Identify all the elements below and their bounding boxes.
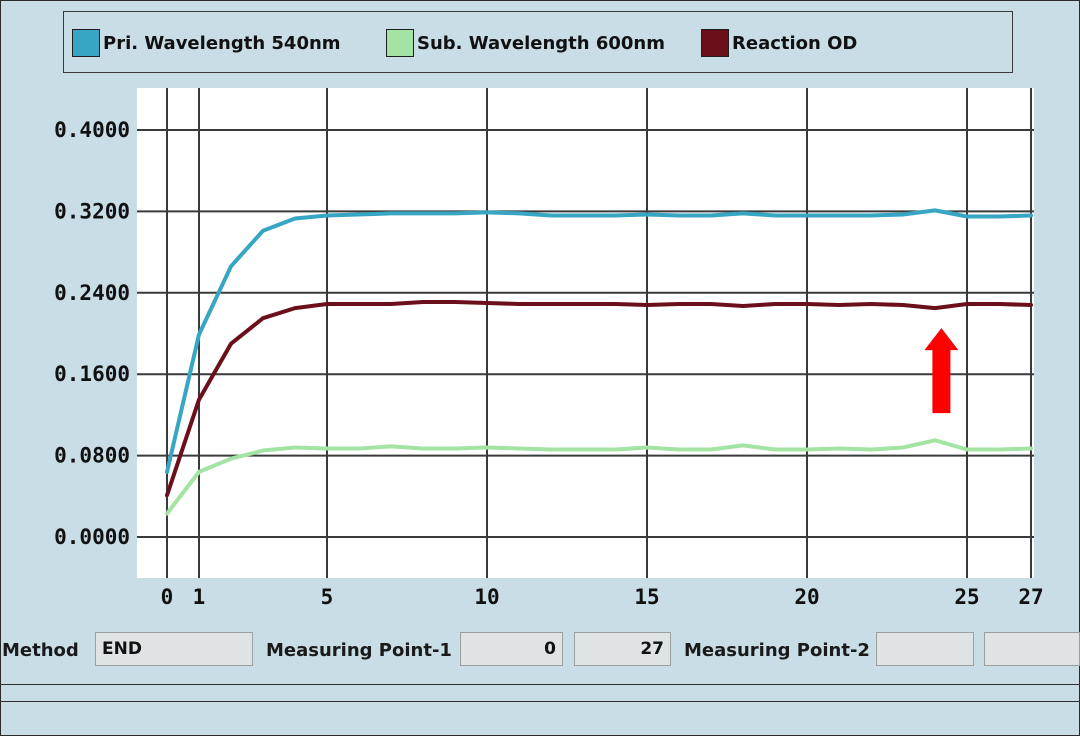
legend-label-primary: Pri. Wavelength 540nm xyxy=(103,32,341,54)
y-tick-label: 0.3200 xyxy=(54,199,130,223)
measuring-point-1-start-field[interactable]: 0 xyxy=(460,632,563,666)
series-line-0 xyxy=(165,208,1033,474)
y-tick-label: 0.0800 xyxy=(54,444,130,468)
legend-label-sub: Sub. Wavelength 600nm xyxy=(417,32,665,54)
measuring-point-1-label: Measuring Point-1 xyxy=(266,640,452,661)
y-tick-label: 0.1600 xyxy=(54,362,130,386)
x-tick-label: 5 xyxy=(321,585,334,609)
method-field[interactable]: END xyxy=(95,632,253,666)
status-divider-top xyxy=(0,684,1080,685)
legend-swatch-sub xyxy=(386,29,414,57)
series-line-1 xyxy=(165,438,1033,516)
legend-item-sub: Sub. Wavelength 600nm xyxy=(386,28,665,58)
y-tick-label: 0.4000 xyxy=(54,118,130,142)
x-tick-label: 27 xyxy=(1018,585,1043,609)
x-tick-label: 25 xyxy=(954,585,979,609)
series-line-2 xyxy=(165,300,1033,498)
x-tick-label: 10 xyxy=(474,585,499,609)
x-tick-label: 1 xyxy=(193,585,206,609)
annotation-arrow xyxy=(924,328,959,414)
y-tick-label: 0.2400 xyxy=(54,281,130,305)
chart-legend: Pri. Wavelength 540nm Sub. Wavelength 60… xyxy=(63,11,1013,73)
measuring-point-2-start-field[interactable] xyxy=(876,632,974,666)
status-divider-bottom xyxy=(0,701,1080,702)
legend-item-reaction: Reaction OD xyxy=(701,28,857,58)
x-tick-label: 0 xyxy=(161,585,174,609)
legend-label-reaction: Reaction OD xyxy=(732,32,858,54)
x-tick-label: 20 xyxy=(794,585,819,609)
legend-item-primary: Pri. Wavelength 540nm xyxy=(72,28,341,58)
measurement-settings-bar: Method END Measuring Point-1 0 27 Measur… xyxy=(0,630,1080,670)
x-tick-label: 15 xyxy=(634,585,659,609)
y-tick-label: 0.0000 xyxy=(54,525,130,549)
measuring-point-2-end-field[interactable] xyxy=(984,632,1080,666)
plot-area xyxy=(137,88,1034,578)
measuring-point-2-label: Measuring Point-2 xyxy=(684,640,870,661)
method-label: Method xyxy=(2,640,79,661)
measuring-point-1-end-field[interactable]: 27 xyxy=(574,632,671,666)
legend-swatch-primary xyxy=(72,29,100,57)
legend-swatch-reaction xyxy=(701,29,729,57)
